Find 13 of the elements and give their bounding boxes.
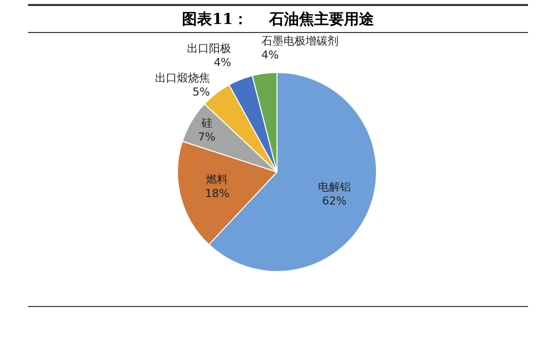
data-label: 7%: [198, 130, 216, 144]
data-label: 5%: [192, 85, 210, 98]
slice-label: 出口阳极: [187, 42, 232, 56]
data-label: 18%: [205, 187, 230, 200]
slice-label: 出口煅烧焦: [154, 71, 210, 84]
slice-label: 石墨电极增碳剂: [261, 34, 338, 48]
data-label: 62%: [322, 194, 347, 208]
data-label: 4%: [214, 56, 232, 70]
data-label: 4%: [261, 48, 279, 62]
slice-label: 硅: [200, 116, 212, 130]
slice-label: 电解铝: [318, 180, 351, 194]
chart-title: 图表11： 石油焦主要用途: [28, 4, 528, 33]
slice-label: 燃料: [206, 173, 228, 186]
